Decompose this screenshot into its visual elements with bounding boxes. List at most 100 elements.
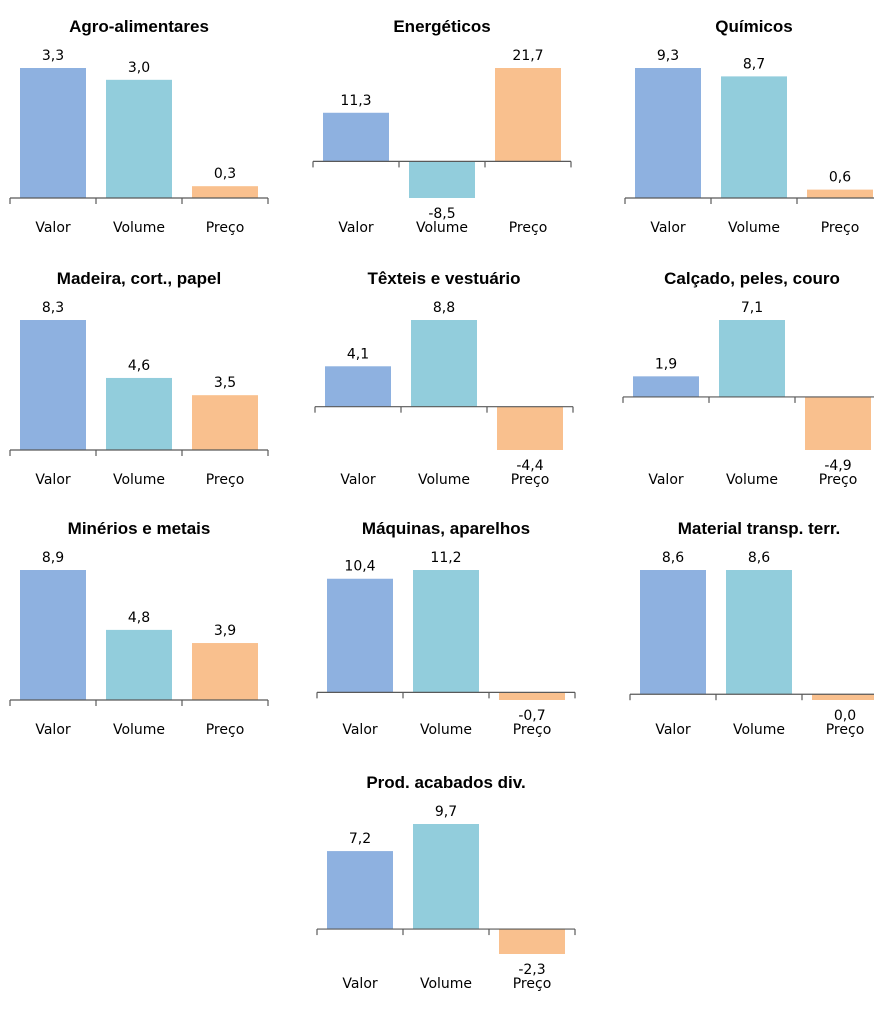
bar-preco	[192, 186, 258, 198]
bar-volume	[106, 377, 172, 450]
bar-volume	[106, 629, 172, 700]
category-label-volume: Volume	[113, 220, 165, 236]
chart-energeticos: Energéticos 11,3 -8,5 21,7 Valor Volume Preço	[308, 10, 578, 260]
chart-svg: Agro-alimentares 3,3 3,0 0,3 Valor Volume Preç…	[9, 17, 269, 236]
bar-preco	[497, 406, 563, 450]
category-label-valor: Valor	[342, 722, 378, 738]
category-label-valor: Valor	[338, 220, 374, 236]
bar-volume	[413, 824, 479, 930]
bar-volume	[413, 570, 479, 693]
data-label: -8,5	[428, 206, 455, 222]
chart-svg: Têxteis e vestuário 4,1 8,8 -4,4 Valor Volume…	[314, 269, 574, 488]
data-label: 4,6	[128, 358, 150, 374]
bar-preco	[807, 189, 873, 198]
data-label: 0,0	[834, 708, 856, 724]
chart-svg: Energéticos 11,3 -8,5 21,7 Valor Volume Preço	[312, 17, 572, 236]
category-label-preco: Preço	[819, 472, 858, 488]
category-label-preco: Preço	[826, 722, 865, 738]
data-label: 0,6	[829, 170, 851, 186]
category-label-volume: Volume	[420, 722, 472, 738]
chart-material-transp: Material transp. terr. 8,6 8,6 0,0 Valor Volu…	[625, 512, 874, 762]
data-label: -4,9	[824, 458, 851, 474]
chart-title: Químicos	[715, 17, 792, 36]
data-label: 8,8	[433, 300, 455, 316]
category-label-preco: Preço	[821, 220, 860, 236]
bar-volume	[409, 161, 475, 198]
chart-title: Madeira, cort., papel	[57, 269, 221, 288]
chart-svg: Material transp. terr. 8,6 8,6 0,0 Valor Volu…	[629, 519, 874, 738]
chart-title: Máquinas, aparelhos	[362, 519, 530, 538]
data-label: 8,3	[42, 300, 64, 316]
data-label: 10,4	[344, 559, 375, 575]
chart-madeira: Madeira, cort., papel 8,3 4,6 3,5 Valor Volum…	[5, 262, 275, 512]
chart-svg: Prod. acabados div. 7,2 9,7 -2,3 Valor Volume…	[316, 773, 576, 992]
bar-preco	[499, 692, 565, 700]
chart-quimicos: Químicos 9,3 8,7 0,6 Valor Volume Preço	[620, 10, 874, 260]
bar-volume	[411, 320, 477, 407]
category-label-volume: Volume	[728, 220, 780, 236]
data-label: -2,3	[518, 962, 545, 978]
chart-svg: Químicos 9,3 8,7 0,6 Valor Volume Preço	[624, 17, 874, 236]
category-label-preco: Preço	[206, 722, 245, 738]
data-label: 8,6	[662, 550, 684, 566]
category-label-valor: Valor	[340, 472, 376, 488]
data-label: 3,3	[42, 48, 64, 64]
bar-valor	[323, 112, 389, 162]
chart-maquinas: Máquinas, aparelhos 10,4 11,2 -0,7 Valor Volu…	[312, 512, 582, 762]
chart-svg: Madeira, cort., papel 8,3 4,6 3,5 Valor Volum…	[9, 269, 269, 488]
category-label-valor: Valor	[35, 220, 71, 236]
chart-title: Calçado, peles, couro	[664, 269, 840, 288]
data-label: 4,1	[347, 346, 369, 362]
data-label: 21,7	[512, 48, 543, 64]
chart-svg: Máquinas, aparelhos 10,4 11,2 -0,7 Valor Volu…	[316, 519, 576, 738]
category-label-valor: Valor	[342, 976, 378, 992]
bar-valor	[633, 376, 699, 397]
category-label-volume: Volume	[726, 472, 778, 488]
category-label-valor: Valor	[35, 722, 71, 738]
chart-texteis: Têxteis e vestuário 4,1 8,8 -4,4 Valor Volume…	[310, 262, 580, 512]
bar-valor	[20, 320, 86, 450]
category-label-volume: Volume	[113, 722, 165, 738]
bar-volume	[726, 570, 792, 695]
bar-preco	[192, 395, 258, 450]
data-label: 9,7	[435, 804, 457, 820]
bar-valor	[327, 851, 393, 930]
category-label-volume: Volume	[420, 976, 472, 992]
chart-title: Prod. acabados div.	[366, 773, 525, 792]
chart-minerios: Minérios e metais 8,9 4,8 3,9 Valor Volume Pre…	[5, 512, 275, 762]
category-label-volume: Volume	[416, 220, 468, 236]
chart-title: Agro-alimentares	[69, 17, 209, 36]
bar-valor	[635, 68, 701, 198]
chart-title: Minérios e metais	[68, 519, 211, 538]
data-label: 8,6	[748, 550, 770, 566]
bar-preco	[495, 68, 561, 162]
data-label: 9,3	[657, 48, 679, 64]
category-label-volume: Volume	[733, 722, 785, 738]
category-label-preco: Preço	[206, 472, 245, 488]
bar-valor	[327, 578, 393, 693]
data-label: 7,1	[741, 300, 763, 316]
chart-title: Têxteis e vestuário	[367, 269, 520, 288]
category-label-preco: Preço	[206, 220, 245, 236]
category-label-preco: Preço	[513, 976, 552, 992]
bar-valor	[640, 570, 706, 695]
data-label: 8,9	[42, 550, 64, 566]
data-label: 3,9	[214, 623, 236, 639]
bar-volume	[106, 79, 172, 198]
chart-agro-alimentares: Agro-alimentares 3,3 3,0 0,3 Valor Volume Preç…	[5, 10, 275, 260]
data-label: -4,4	[516, 458, 543, 474]
category-label-volume: Volume	[113, 472, 165, 488]
bar-preco	[812, 694, 874, 700]
chart-svg: Calçado, peles, couro 1,9 7,1 -4,9 Valor Volu…	[622, 269, 874, 488]
category-label-preco: Preço	[511, 472, 550, 488]
data-label: 11,2	[430, 550, 461, 566]
bar-preco	[192, 643, 258, 700]
data-label: 4,8	[128, 610, 150, 626]
data-label: 3,5	[214, 375, 236, 391]
category-label-preco: Preço	[513, 722, 552, 738]
chart-prod-acabados: Prod. acabados div. 7,2 9,7 -2,3 Valor Volume…	[312, 766, 582, 1016]
category-label-valor: Valor	[650, 220, 686, 236]
bar-preco	[499, 929, 565, 954]
data-label: 1,9	[655, 356, 677, 372]
